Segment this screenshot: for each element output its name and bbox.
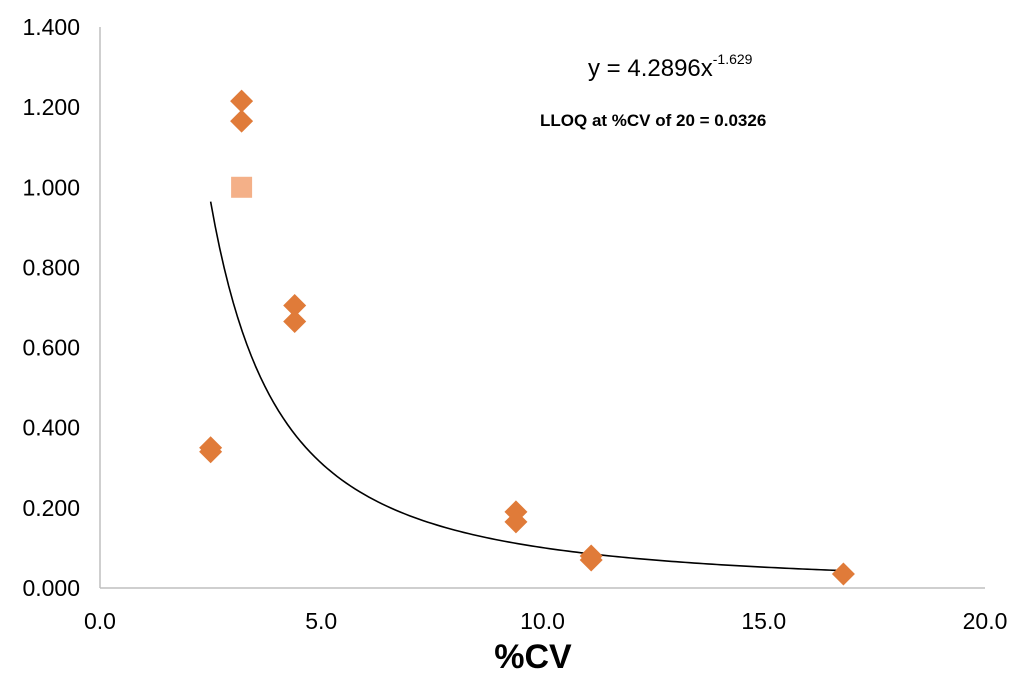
- x-tick-label: 15.0: [741, 608, 786, 634]
- x-tick-label: 10.0: [520, 608, 565, 634]
- equation-exponent: -1.629: [713, 51, 753, 67]
- x-tick-labels: 0.0 5.0 10.0 15.0 20.0: [84, 608, 1007, 634]
- x-axis-title: %CV: [494, 638, 572, 676]
- lloq-annotation: LLOQ at %CV of 20 = 0.0326: [540, 111, 766, 130]
- y-tick-label: 0.800: [22, 254, 80, 280]
- x-tick-label: 0.0: [84, 608, 116, 634]
- y-tick-label: 0.400: [22, 415, 80, 441]
- y-tick-label: 1.400: [22, 14, 80, 40]
- data-point-diamond: [504, 510, 528, 534]
- trendline-equation: y = 4.2896x-1.629: [588, 51, 753, 82]
- chart-axes: [99, 27, 985, 589]
- y-tick-label: 0.600: [22, 335, 80, 361]
- y-tick-labels: 0.000 0.200 0.400 0.600 0.800 1.000 1.200 1.400: [22, 14, 80, 601]
- power-trendline: [209, 201, 844, 572]
- y-tick-label: 0.000: [22, 575, 80, 601]
- x-tick-label: 20.0: [963, 608, 1008, 634]
- y-tick-label: 1.000: [22, 174, 80, 200]
- y-tick-label: 1.200: [22, 94, 80, 120]
- data-point-diamond: [199, 440, 223, 464]
- data-points: [199, 89, 855, 586]
- x-tick-label: 5.0: [305, 608, 337, 634]
- data-point-diamond: [283, 310, 307, 334]
- data-point-diamond: [230, 109, 254, 133]
- y-tick-label: 0.200: [22, 495, 80, 521]
- equation-base: y = 4.2896x: [588, 55, 713, 82]
- data-point-square: [231, 176, 253, 198]
- data-point-diamond: [579, 548, 603, 572]
- data-point-diamond: [283, 293, 307, 317]
- data-point-diamond: [831, 562, 855, 586]
- data-point-diamond: [230, 89, 254, 113]
